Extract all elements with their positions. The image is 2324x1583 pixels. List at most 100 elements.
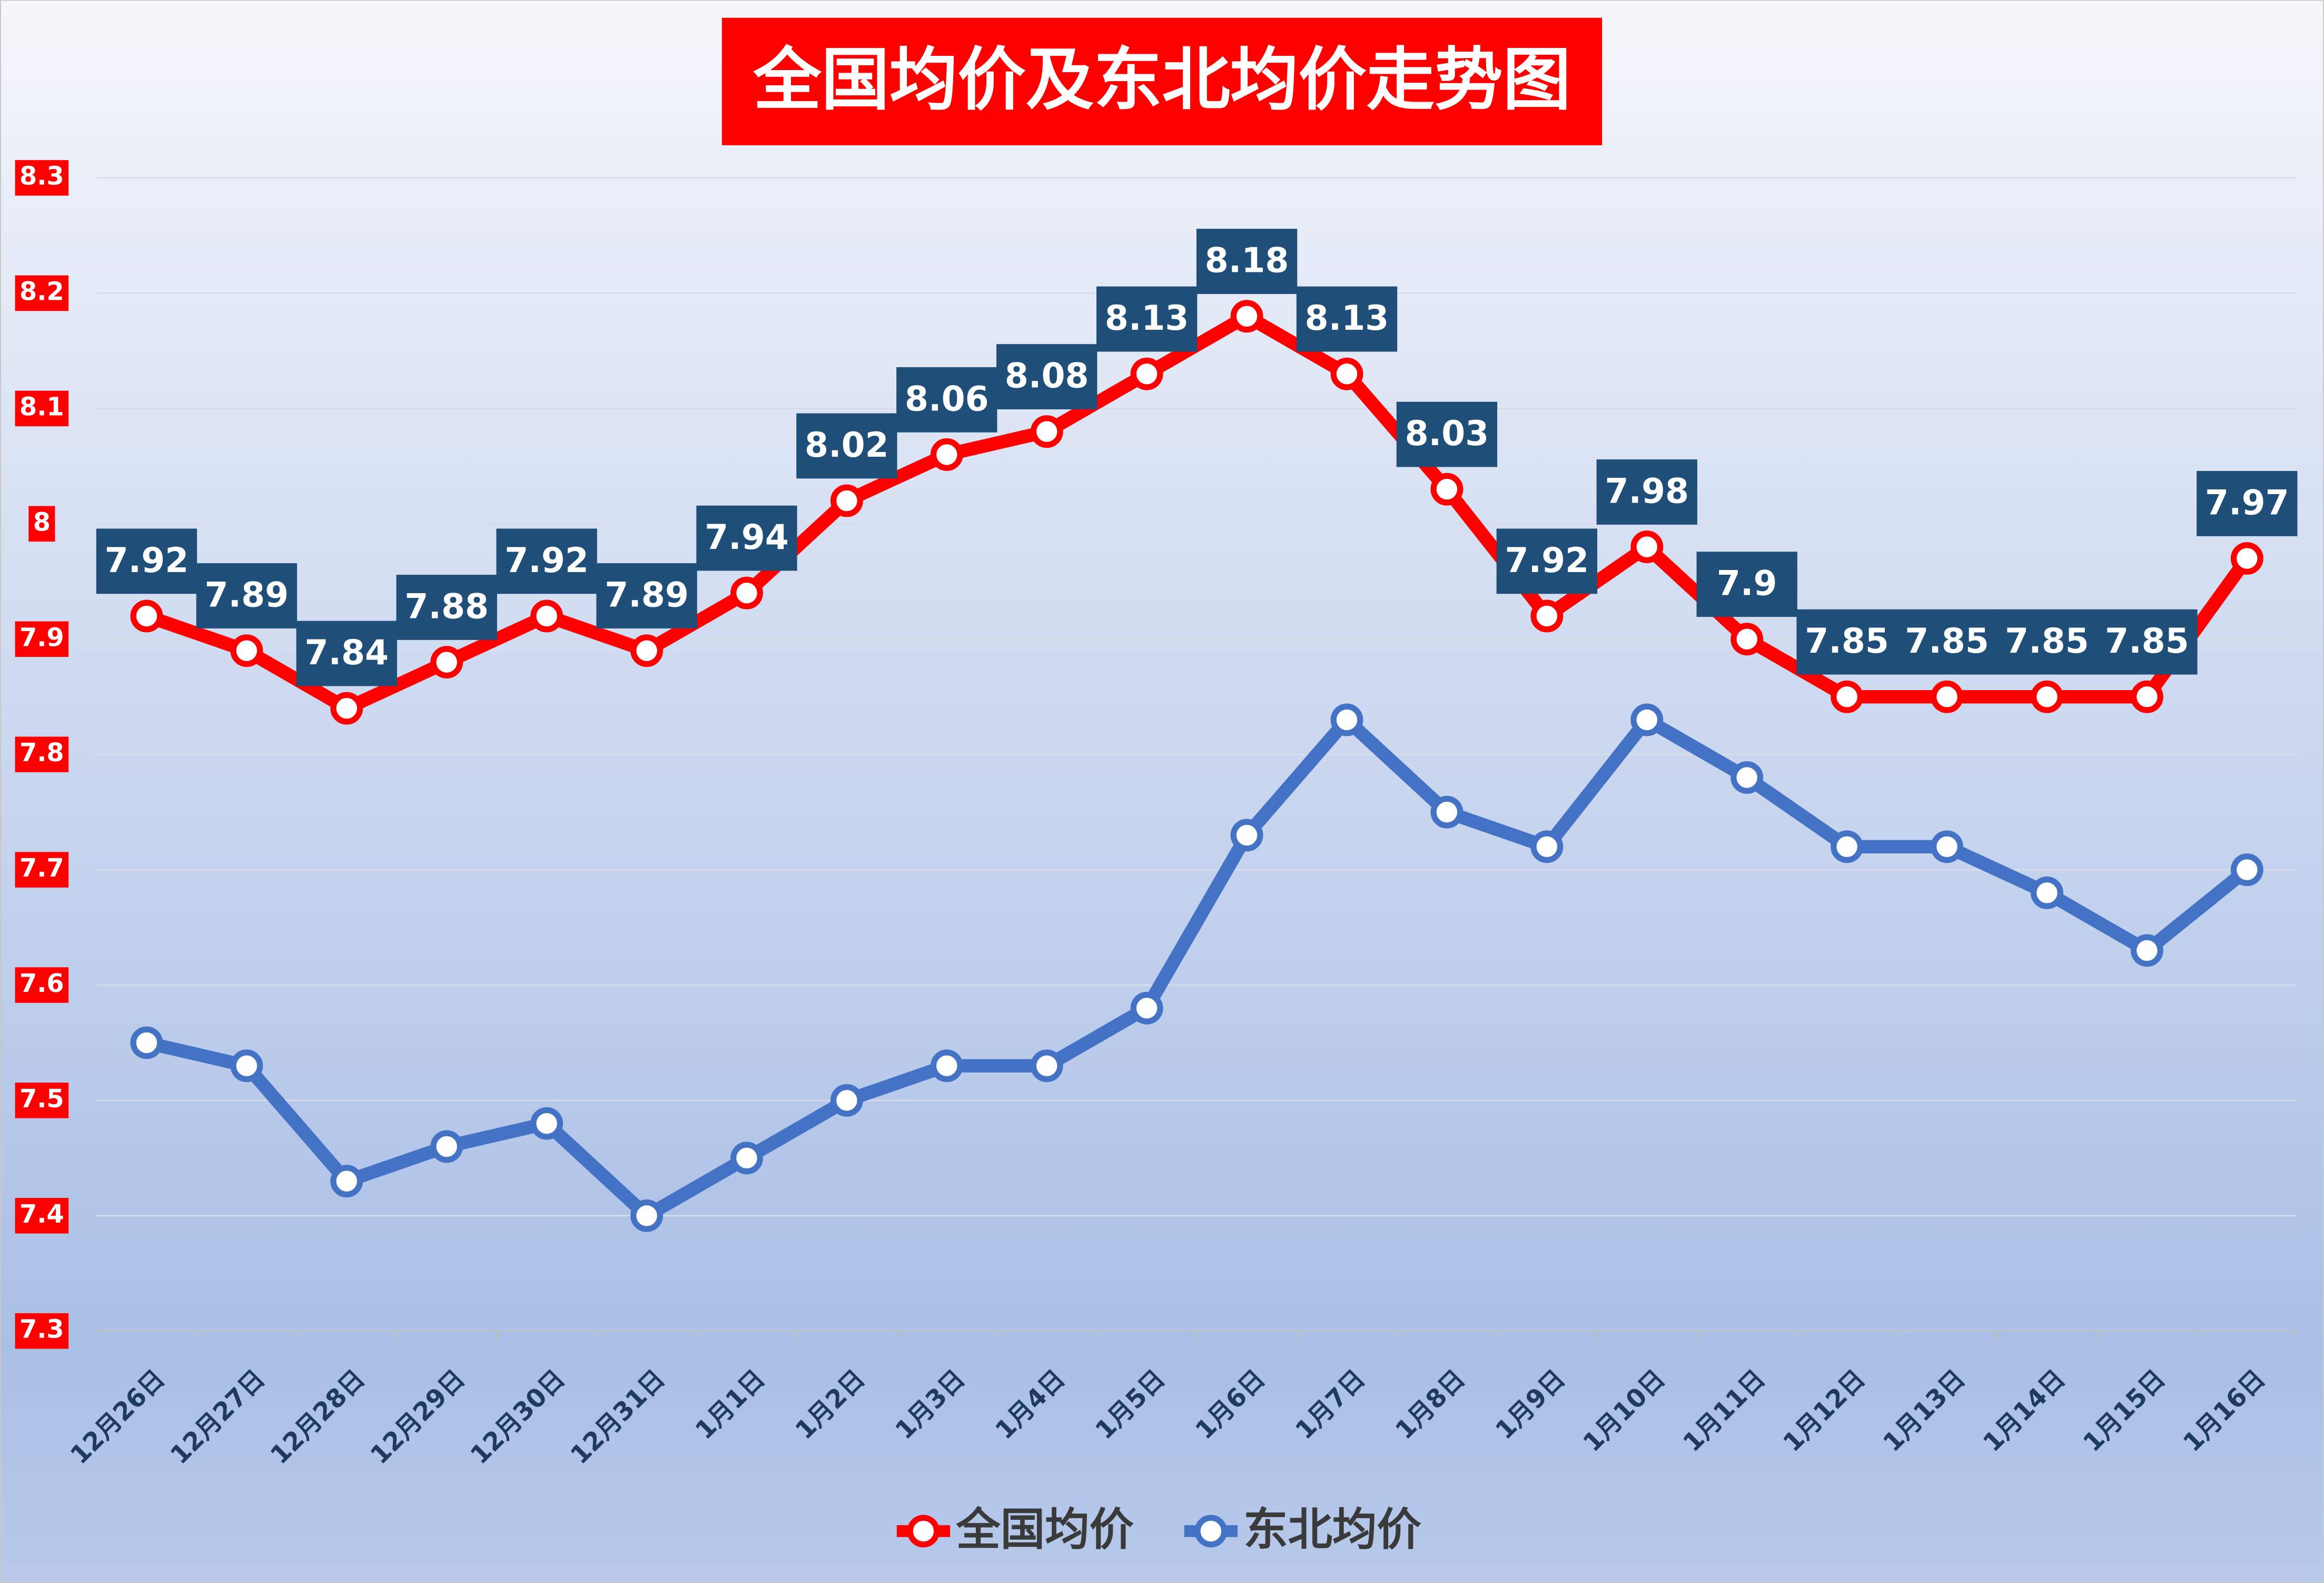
legend-marker [1194, 1515, 1228, 1548]
data-point [2230, 853, 2263, 887]
y-tick-box [15, 1198, 69, 1234]
value-label-box [1596, 459, 1697, 525]
value-label-box [896, 367, 997, 432]
y-tick-box [15, 736, 69, 772]
value-label-box [96, 528, 197, 594]
value-label: 8.13 [1096, 286, 1198, 352]
value-label-text: 7.85 [2005, 622, 2089, 661]
data-point [1030, 1049, 1063, 1083]
value-label: 8.03 [1396, 401, 1498, 467]
y-tick-label: 7.6 [19, 969, 64, 998]
legend-label: 东北均价 [1243, 1503, 1421, 1555]
data-point [1330, 703, 1363, 736]
legend-label: 全国均价 [955, 1503, 1134, 1555]
legend-marker [907, 1515, 940, 1548]
y-tick: 7.6 [15, 967, 69, 1003]
value-label-box [196, 563, 298, 628]
data-point [1130, 991, 1163, 1025]
data-point [1630, 703, 1664, 736]
data-point [930, 1049, 963, 1083]
value-label: 7.92 [496, 528, 597, 594]
data-point [1630, 530, 1664, 564]
value-label: 7.85 [1996, 609, 2098, 675]
data-point [1230, 819, 1263, 852]
data-point [2130, 680, 2163, 713]
y-tick-label: 8.2 [19, 278, 64, 307]
y-tick-box [15, 621, 69, 657]
data-point [130, 1026, 163, 1059]
data-point [230, 634, 263, 667]
value-label: 8.02 [796, 413, 897, 479]
value-label: 7.88 [396, 575, 497, 640]
y-tick-box [15, 1083, 69, 1118]
y-tick: 7.3 [15, 1313, 69, 1349]
value-label-box [1496, 528, 1598, 594]
y-tick-label: 7.7 [19, 854, 64, 883]
value-label: 7.85 [2096, 609, 2198, 675]
value-label: 8.08 [996, 344, 1097, 410]
value-label-box [1196, 229, 1298, 294]
value-label: 8.18 [1196, 229, 1298, 294]
data-point [930, 438, 963, 471]
data-point [1530, 830, 1564, 863]
data-point [1730, 623, 1764, 656]
y-tick-label: 8 [33, 508, 51, 537]
y-tick-label: 7.9 [19, 623, 64, 652]
data-point [130, 599, 163, 633]
data-point [630, 634, 663, 667]
value-label: 7.89 [196, 563, 298, 628]
data-point [1230, 300, 1263, 333]
value-label-text: 8.18 [1205, 241, 1289, 281]
value-label-box [2096, 609, 2198, 675]
data-point [330, 692, 363, 725]
value-label: 7.85 [1796, 609, 1897, 675]
value-label-text: 7.98 [1605, 471, 1689, 511]
value-label-text: 8.06 [905, 379, 989, 419]
value-label: 7.89 [596, 563, 697, 628]
value-label-box [796, 413, 897, 479]
data-point [1330, 357, 1363, 390]
data-point [430, 646, 463, 679]
data-point [830, 1084, 863, 1117]
data-point [2031, 680, 2063, 713]
value-label: 7.92 [96, 528, 197, 594]
value-label-text: 8.02 [805, 426, 889, 465]
y-tick-box [15, 852, 69, 888]
value-label-box [1896, 609, 1997, 675]
value-label-box [996, 344, 1097, 410]
y-tick-label: 7.3 [19, 1315, 64, 1344]
legend-item: 东北均价 [1184, 1503, 1421, 1555]
data-point [2230, 542, 2263, 575]
data-point [1530, 599, 1564, 633]
value-label: 8.13 [1296, 286, 1398, 352]
data-point [1931, 680, 1963, 713]
y-tick-label: 7.5 [19, 1085, 64, 1114]
value-label-box [596, 563, 697, 628]
y-tick-label: 8.1 [19, 392, 64, 421]
value-label: 7.97 [2197, 471, 2298, 536]
y-tick-label: 8.3 [19, 162, 64, 191]
value-label-text: 7.94 [705, 518, 789, 557]
value-label-text: 7.88 [404, 587, 489, 626]
value-label-text: 7.89 [605, 575, 689, 615]
series-line [145, 713, 2251, 1223]
y-tick: 8.2 [15, 275, 69, 311]
value-label-text: 8.03 [1405, 414, 1489, 454]
data-point [2130, 934, 2163, 967]
data-point [1130, 357, 1163, 390]
y-tick: 7.7 [15, 852, 69, 888]
value-label-box [1996, 609, 2098, 675]
data-point [430, 1130, 463, 1163]
y-tick: 8.3 [15, 160, 69, 196]
value-label-text: 8.13 [1105, 299, 1189, 338]
value-label-box [296, 621, 397, 686]
value-label: 7.98 [1596, 459, 1697, 525]
title-box [721, 17, 1603, 145]
value-label: 7.94 [696, 505, 797, 571]
y-tick-box [15, 967, 69, 1003]
value-label-text: 7.85 [1905, 622, 1989, 661]
value-label-text: 7.9 [1717, 564, 1777, 604]
